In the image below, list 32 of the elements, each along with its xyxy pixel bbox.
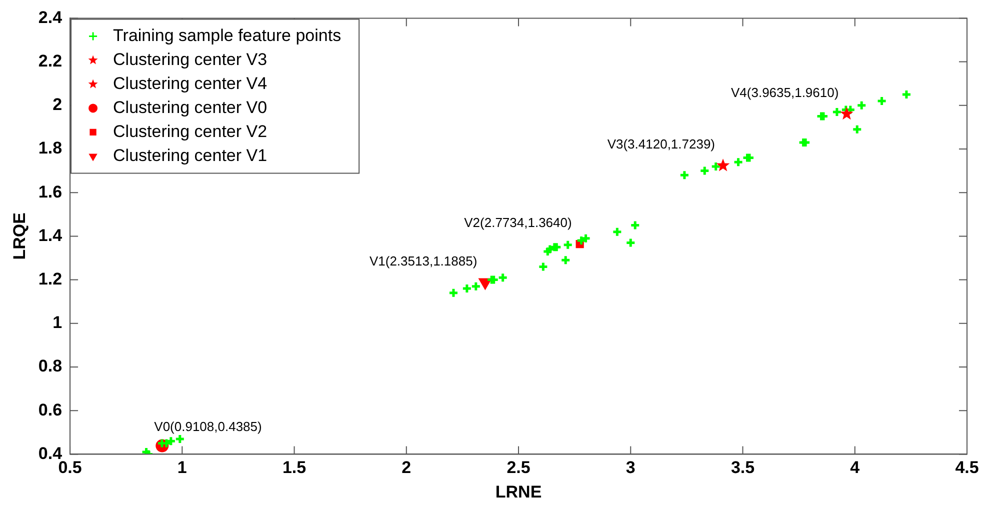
annotation: V2(2.7734,1.3640)	[464, 215, 572, 230]
x-tick-label: 3	[626, 458, 636, 478]
y-tick-label: 1	[52, 313, 62, 332]
x-tick-label: 2.5	[506, 458, 530, 478]
annotation: V1(2.3513,1.1885)	[369, 253, 478, 268]
y-tick-label: 0.8	[38, 356, 62, 376]
y-tick-label: 2	[52, 95, 62, 114]
legend-label: Clustering center V2	[113, 122, 268, 141]
annotation: V3(3.4120,1.7239)	[607, 136, 716, 152]
x-tick-label: 2	[402, 458, 412, 478]
annotation: V0(0.9108,0.4385)	[154, 418, 262, 434]
y-tick-label: 1.2	[38, 269, 62, 288]
legend-label: Training sample feature points	[113, 26, 342, 45]
legend-label: Clustering center V0	[113, 98, 268, 117]
y-tick-label: 1.4	[38, 226, 63, 245]
x-tick-label: 1.5	[282, 458, 306, 478]
x-tick-label: 3.5	[730, 458, 755, 478]
annotation: V4(3.9635,1.9610)	[730, 84, 839, 100]
x-tick-label: 0.5	[58, 458, 82, 478]
x-tick-label: 1	[177, 458, 187, 478]
y-tick-label: 0.6	[38, 400, 62, 420]
y-tick-label: 1.8	[38, 138, 62, 158]
y-tick-label: 2.4	[38, 8, 63, 27]
legend-label: Clustering center V3	[113, 50, 268, 69]
legend-label: Clustering center V1	[113, 146, 268, 165]
x-tick-label: 4.5	[955, 458, 979, 478]
x-tick-label: 4	[850, 458, 860, 478]
y-tick-label: 1.6	[38, 182, 62, 202]
x-axis-title: LRNE	[495, 482, 542, 502]
y-tick-label: 2.2	[38, 51, 62, 70]
legend-label: Clustering center V4	[113, 74, 268, 93]
y-axis-title: LRQE	[10, 212, 29, 260]
